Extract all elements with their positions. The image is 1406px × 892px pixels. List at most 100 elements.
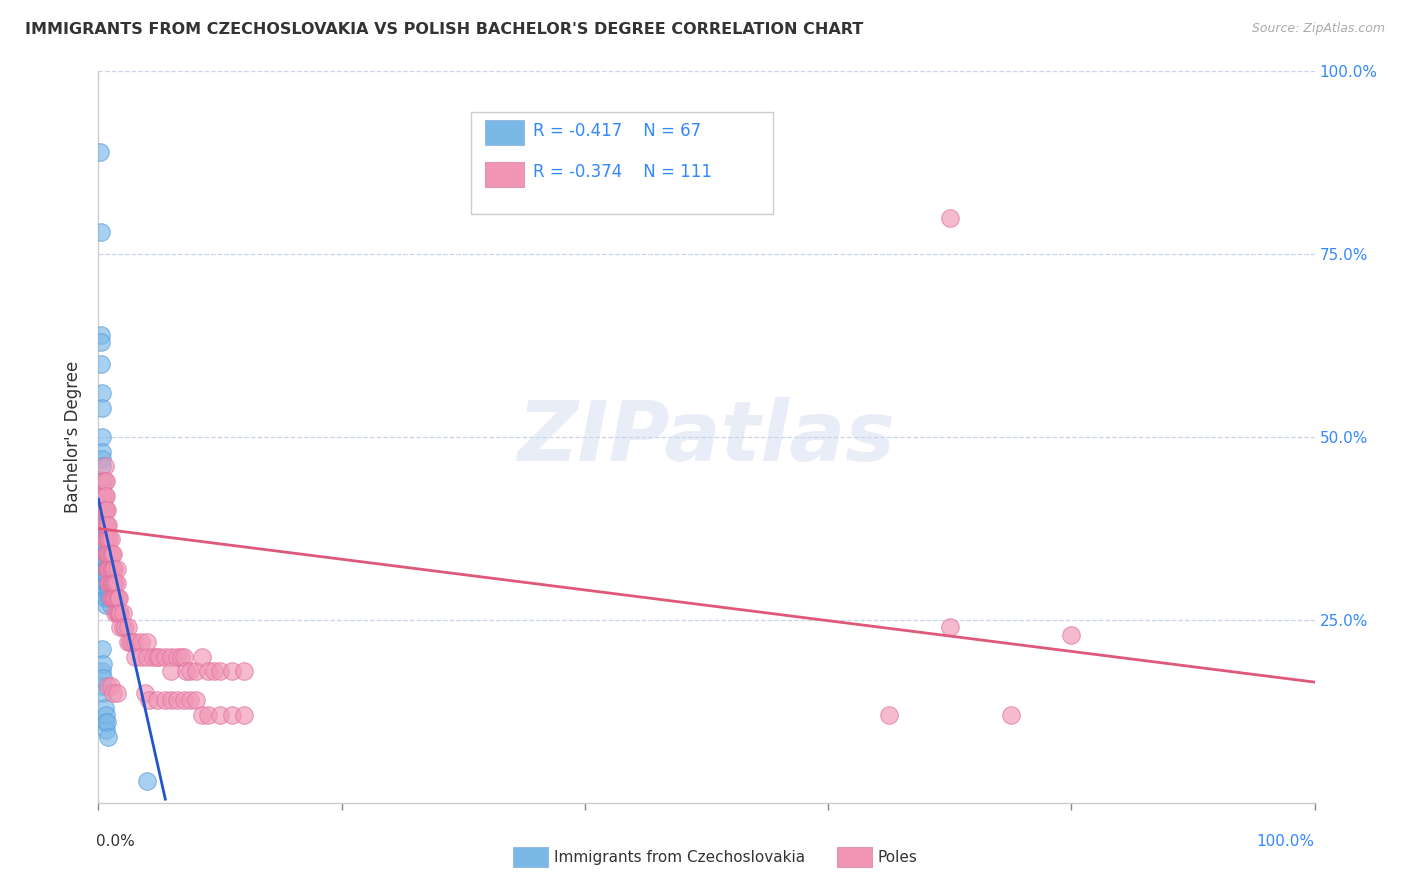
Point: [96, 715, 118, 730]
Point: [101, 686, 124, 700]
Text: R = -0.374    N = 111: R = -0.374 N = 111: [533, 163, 711, 181]
Point: [94, 562, 117, 576]
Y-axis label: Bachelor's Degree: Bachelor's Degree: [65, 361, 83, 513]
Point: [155, 649, 177, 664]
Point: [184, 693, 207, 707]
Point: [98, 562, 121, 576]
Point: [96, 562, 118, 576]
Point: [91, 517, 114, 532]
Point: [146, 693, 169, 707]
Point: [91, 525, 114, 540]
Point: [91, 474, 114, 488]
Point: [104, 591, 127, 605]
Point: [98, 547, 121, 561]
Point: [91, 386, 114, 401]
Point: [191, 649, 214, 664]
Point: [197, 708, 219, 723]
Point: [173, 649, 195, 664]
Point: [110, 620, 132, 634]
Point: [136, 649, 159, 664]
Point: [1000, 708, 1022, 723]
Point: [110, 606, 132, 620]
Point: [142, 649, 165, 664]
Point: [121, 635, 143, 649]
Point: [107, 606, 129, 620]
Point: [166, 693, 188, 707]
Point: [91, 503, 114, 517]
Point: [94, 474, 117, 488]
Point: [101, 591, 124, 605]
Point: [91, 503, 114, 517]
Point: [100, 533, 122, 547]
Point: [91, 657, 114, 671]
Point: [100, 562, 122, 576]
Point: [114, 620, 136, 634]
Point: [111, 606, 134, 620]
Point: [160, 649, 183, 664]
Point: [136, 773, 159, 788]
Point: [179, 693, 201, 707]
Point: [94, 503, 117, 517]
Point: [117, 620, 139, 634]
Point: [939, 211, 962, 225]
Point: [91, 489, 114, 503]
Point: [101, 562, 124, 576]
Point: [136, 635, 159, 649]
Point: [124, 649, 146, 664]
Point: [1060, 627, 1083, 641]
Point: [877, 708, 900, 723]
Text: Source: ZipAtlas.com: Source: ZipAtlas.com: [1251, 22, 1385, 36]
Text: 0.0%: 0.0%: [96, 834, 135, 849]
Point: [103, 591, 125, 605]
Point: [100, 576, 122, 591]
Point: [96, 547, 118, 561]
Point: [105, 576, 128, 591]
Point: [97, 533, 120, 547]
Point: [94, 540, 117, 554]
Point: [94, 591, 117, 605]
Point: [96, 547, 118, 561]
Point: [91, 474, 114, 488]
Point: [100, 591, 122, 605]
Point: [105, 686, 128, 700]
Point: [166, 649, 188, 664]
Point: [100, 599, 122, 613]
Point: [233, 708, 256, 723]
Text: 100.0%: 100.0%: [1257, 834, 1315, 849]
Point: [94, 547, 117, 561]
Point: [97, 576, 120, 591]
Point: [93, 459, 115, 474]
Text: IMMIGRANTS FROM CZECHOSLOVAKIA VS POLISH BACHELOR'S DEGREE CORRELATION CHART: IMMIGRANTS FROM CZECHOSLOVAKIA VS POLISH…: [25, 22, 863, 37]
Text: R = -0.417    N = 67: R = -0.417 N = 67: [533, 122, 702, 140]
Point: [100, 679, 122, 693]
Point: [98, 533, 121, 547]
Point: [91, 444, 114, 458]
Point: [94, 533, 117, 547]
Point: [97, 562, 120, 576]
Point: [105, 562, 128, 576]
Text: Immigrants from Czechoslovakia: Immigrants from Czechoslovakia: [554, 850, 806, 864]
Point: [94, 708, 117, 723]
Point: [93, 576, 115, 591]
Point: [97, 547, 120, 561]
Point: [107, 591, 129, 605]
Point: [101, 562, 124, 576]
Point: [94, 547, 117, 561]
Point: [101, 576, 124, 591]
Point: [91, 481, 114, 495]
Point: [93, 715, 115, 730]
Point: [94, 517, 117, 532]
Point: [94, 576, 117, 591]
Point: [221, 664, 243, 678]
Point: [98, 583, 121, 598]
Point: [170, 649, 193, 664]
Point: [117, 635, 139, 649]
Point: [91, 430, 114, 444]
Point: [96, 533, 118, 547]
Point: [93, 503, 115, 517]
Point: [93, 547, 115, 561]
Point: [105, 606, 128, 620]
Point: [93, 583, 115, 598]
Point: [129, 649, 152, 664]
Point: [97, 517, 120, 532]
